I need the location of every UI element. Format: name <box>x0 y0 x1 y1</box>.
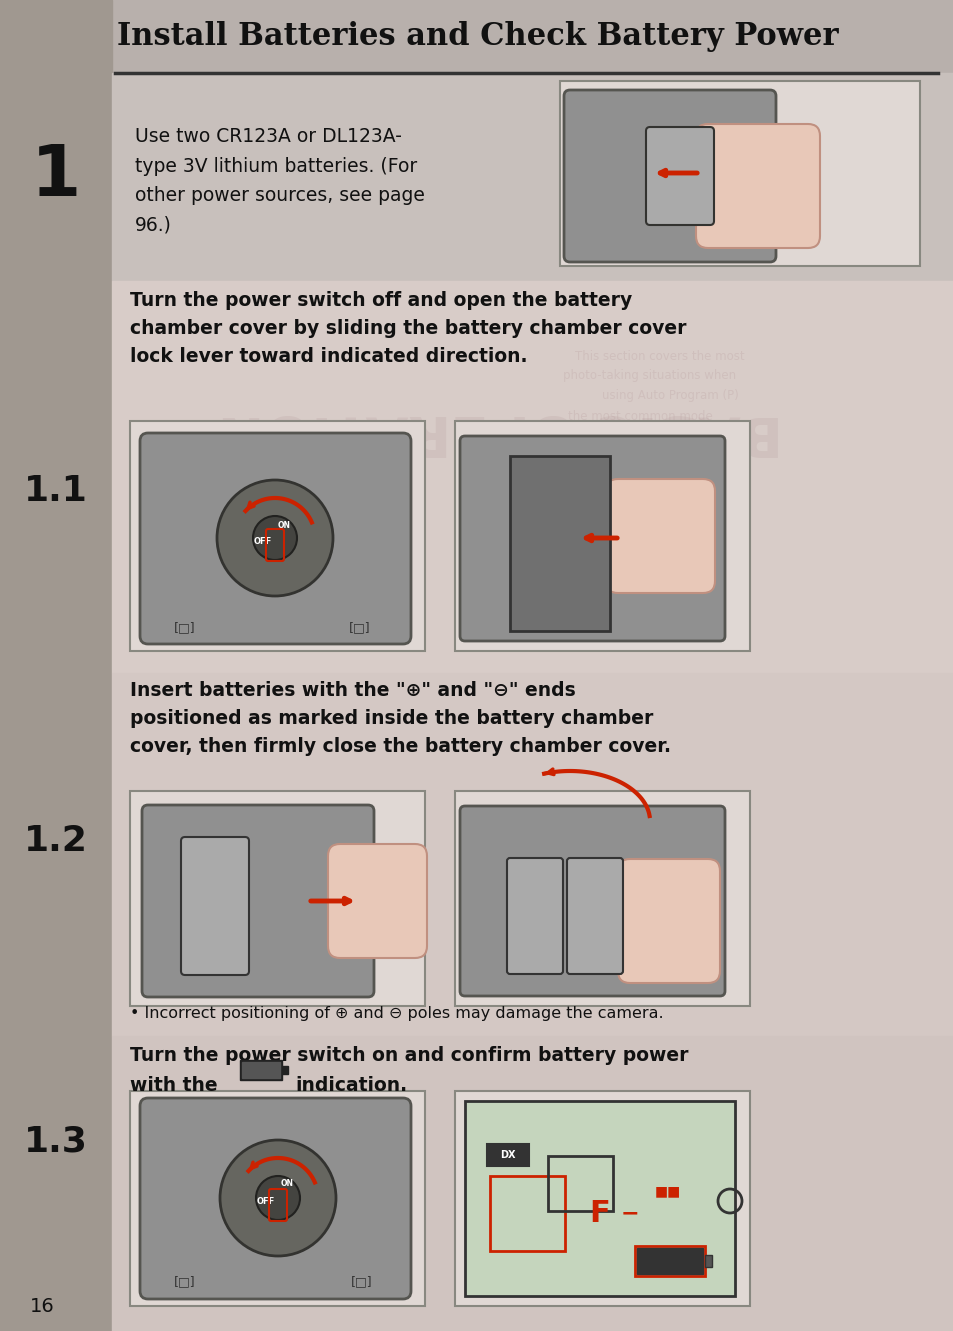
Text: 1.2: 1.2 <box>24 824 88 858</box>
FancyBboxPatch shape <box>142 805 374 997</box>
FancyBboxPatch shape <box>696 124 820 248</box>
Bar <box>486 1145 529 1166</box>
Text: [□]: [□] <box>349 622 371 634</box>
Text: Insert batteries with the "⊕" and "⊖" ends
positioned as marked inside the batte: Insert batteries with the "⊕" and "⊖" en… <box>130 681 670 756</box>
Bar <box>112 73 953 281</box>
Text: −: − <box>620 1203 639 1223</box>
Circle shape <box>216 480 333 596</box>
FancyBboxPatch shape <box>459 437 724 642</box>
Text: using Auto Program (P): using Auto Program (P) <box>601 390 738 402</box>
Bar <box>112 673 953 1036</box>
Bar <box>637 1248 702 1274</box>
Bar <box>130 791 424 1006</box>
Bar <box>559 81 919 266</box>
Bar <box>704 1255 711 1267</box>
FancyBboxPatch shape <box>328 844 427 958</box>
Text: Front-Curtain Sync (*): Front-Curtain Sync (*) <box>532 1279 667 1292</box>
Text: Turn the power switch on and confirm battery power: Turn the power switch on and confirm bat… <box>130 1046 688 1065</box>
Text: [□]: [□] <box>351 1275 373 1288</box>
Bar <box>0 0 112 1331</box>
Text: Focus mode: Focus mode <box>562 1126 637 1139</box>
FancyBboxPatch shape <box>618 858 720 984</box>
Text: OFF: OFF <box>253 536 272 546</box>
FancyBboxPatch shape <box>566 858 622 974</box>
Text: ON: ON <box>280 1179 294 1189</box>
Bar <box>464 1101 734 1296</box>
Bar <box>130 421 424 651</box>
Text: indication.: indication. <box>294 1075 407 1095</box>
Bar <box>510 457 609 631</box>
Circle shape <box>220 1139 335 1256</box>
Text: VF Area mode: VF Area mode <box>556 1110 643 1122</box>
Text: F: F <box>589 1198 610 1227</box>
Text: 16: 16 <box>30 1296 54 1316</box>
Text: with the: with the <box>130 1075 217 1095</box>
Text: Use two CR123A or DL123A-
type 3V lithium batteries. (For
other power sources, s: Use two CR123A or DL123A- type 3V lithiu… <box>135 128 424 234</box>
Circle shape <box>255 1177 299 1221</box>
Bar <box>112 1036 953 1331</box>
Bar <box>490 1177 564 1251</box>
Text: 1: 1 <box>30 141 81 210</box>
Bar <box>547 1157 613 1211</box>
FancyBboxPatch shape <box>140 433 411 644</box>
Text: BASIC OPERATION: BASIC OPERATION <box>217 405 781 458</box>
Bar <box>635 1246 704 1276</box>
Text: ■■: ■■ <box>654 1185 680 1198</box>
Bar <box>130 1091 424 1306</box>
Text: photo-taking situations when: photo-taking situations when <box>563 370 736 382</box>
Text: OFF: OFF <box>256 1197 274 1206</box>
Text: 1.3: 1.3 <box>24 1123 88 1158</box>
FancyBboxPatch shape <box>140 1098 411 1299</box>
Circle shape <box>253 516 296 560</box>
FancyBboxPatch shape <box>459 807 724 996</box>
FancyBboxPatch shape <box>181 837 249 976</box>
Text: • Incorrect positioning of ⊕ and ⊖ poles may damage the camera.: • Incorrect positioning of ⊕ and ⊖ poles… <box>130 1006 663 1021</box>
Text: Turn the power switch off and open the battery
chamber cover by sliding the batt: Turn the power switch off and open the b… <box>130 291 686 366</box>
Text: [□]: [□] <box>174 1275 195 1288</box>
Bar <box>112 281 953 673</box>
Text: Install Batteries and Check Battery Power: Install Batteries and Check Battery Powe… <box>117 20 838 52</box>
Text: the most common mode: the most common mode <box>567 410 712 422</box>
Bar <box>455 1091 749 1306</box>
FancyBboxPatch shape <box>605 479 714 594</box>
Text: 1.1: 1.1 <box>24 474 88 508</box>
Bar <box>282 1066 288 1074</box>
Bar <box>242 1062 280 1078</box>
Bar <box>240 1059 282 1079</box>
Text: This section covers the most: This section covers the most <box>575 350 744 362</box>
Text: Flash sync mode: Flash sync mode <box>547 1264 652 1278</box>
Text: [□]: [□] <box>174 622 195 634</box>
Bar <box>0 0 953 73</box>
Text: DX: DX <box>499 1150 516 1161</box>
Text: ON: ON <box>277 520 291 530</box>
Bar <box>455 791 749 1006</box>
Bar <box>455 421 749 651</box>
FancyBboxPatch shape <box>645 126 713 225</box>
FancyBboxPatch shape <box>563 91 775 262</box>
FancyBboxPatch shape <box>506 858 562 974</box>
